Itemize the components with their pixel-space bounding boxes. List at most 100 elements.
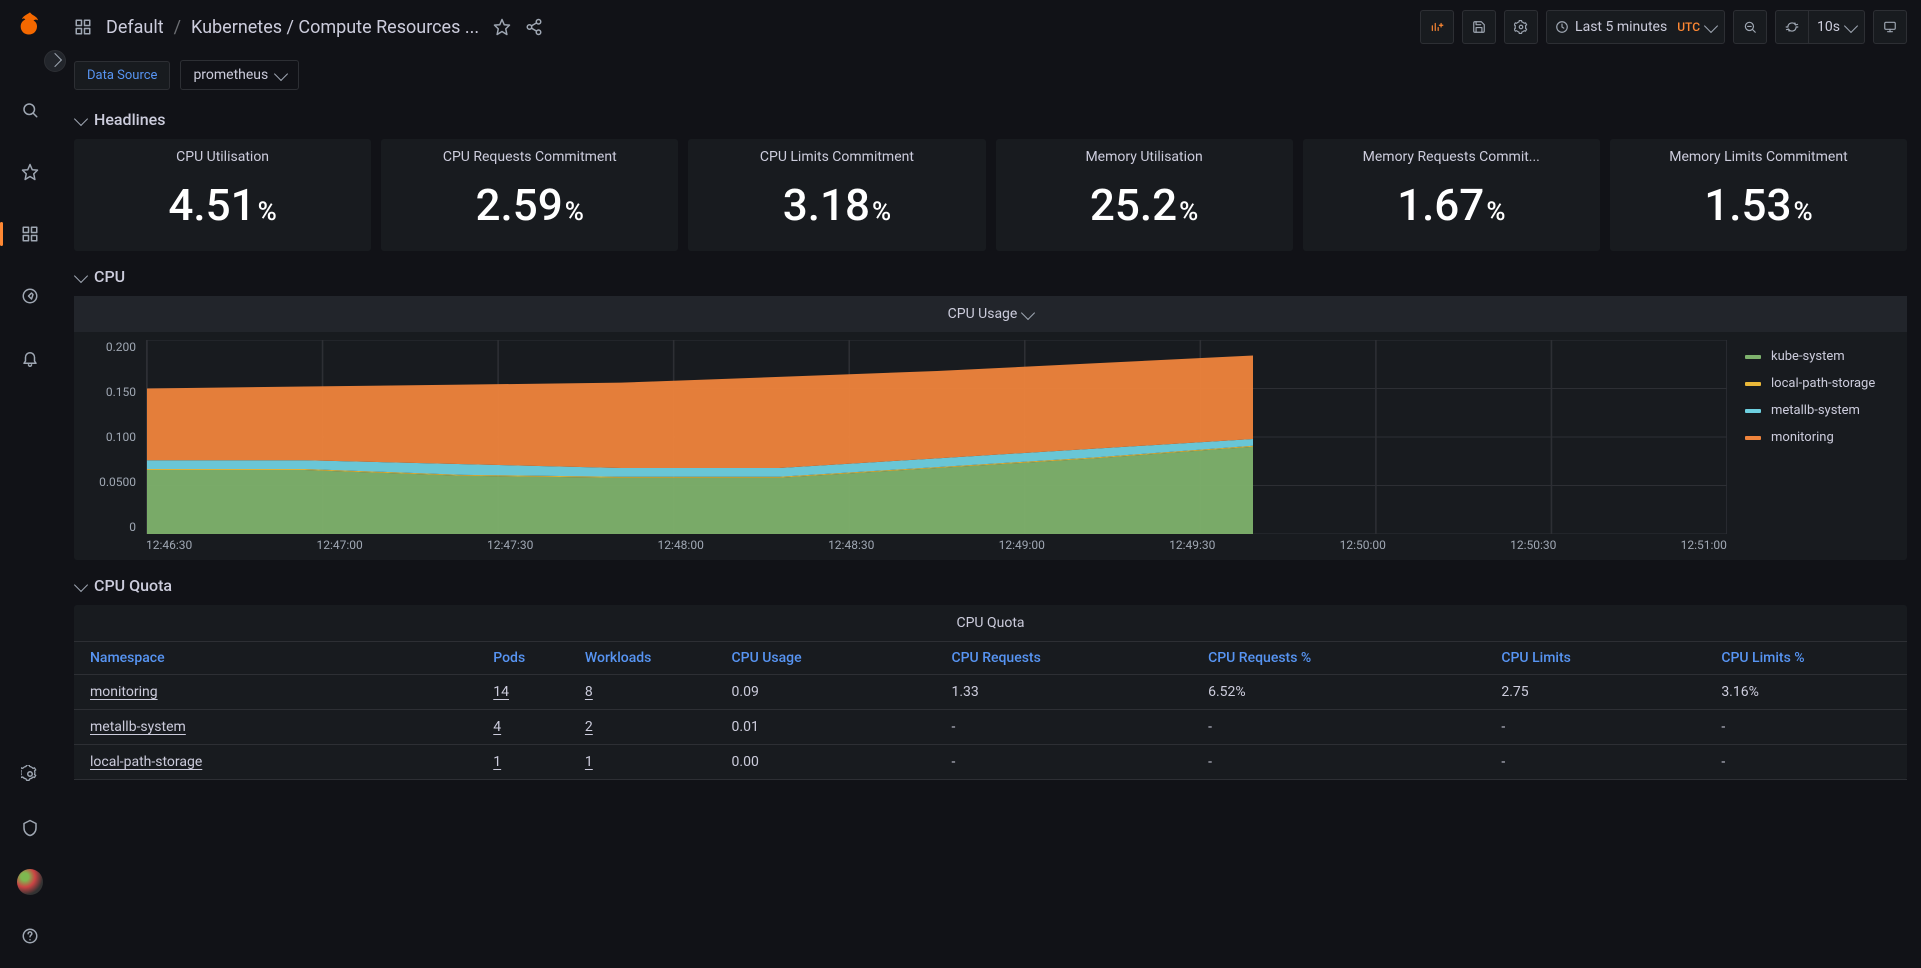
stat-title: CPU Limits Commitment xyxy=(760,149,914,165)
row-cpu-quota-toggle[interactable]: CPU Quota xyxy=(76,576,1907,595)
cpu-usage-title: CPU Usage xyxy=(948,306,1018,322)
table-cell: - xyxy=(935,745,1192,780)
stat-panel[interactable]: Memory Utilisation 25.2% xyxy=(996,139,1293,251)
explore-icon[interactable] xyxy=(12,278,48,314)
stat-panel[interactable]: CPU Requests Commitment 2.59% xyxy=(381,139,678,251)
cpu-quota-panel: CPU Quota NamespacePodsWorkloadsCPU Usag… xyxy=(74,605,1907,780)
breadcrumb-title[interactable]: Kubernetes / Compute Resources ... xyxy=(191,17,479,38)
headlines-panels: CPU Utilisation 4.51% CPU Requests Commi… xyxy=(74,139,1907,251)
table-cell[interactable]: 1 xyxy=(569,745,716,780)
view-mode-button[interactable] xyxy=(1873,10,1907,44)
stat-value: 25.2% xyxy=(1090,179,1198,231)
refresh-interval-picker[interactable]: 10s xyxy=(1809,10,1865,44)
legend-label: kube-system xyxy=(1771,349,1845,364)
settings-button[interactable] xyxy=(1504,10,1538,44)
table-header[interactable]: CPU Requests % xyxy=(1192,642,1485,675)
table-cell: 0.01 xyxy=(716,710,936,745)
star-icon[interactable] xyxy=(493,18,511,36)
table-header[interactable]: CPU Limits % xyxy=(1705,642,1907,675)
dashboards-icon[interactable] xyxy=(12,216,48,252)
starred-icon[interactable] xyxy=(12,154,48,190)
legend-label: monitoring xyxy=(1771,430,1834,445)
stat-value: 1.53% xyxy=(1704,179,1812,231)
table-cell: 0.00 xyxy=(716,745,936,780)
table-cell: 3.16% xyxy=(1705,675,1907,710)
table-header[interactable]: Workloads xyxy=(569,642,716,675)
var-datasource-select[interactable]: prometheus xyxy=(180,60,299,90)
var-datasource-label: Data Source xyxy=(74,61,170,90)
table-header[interactable]: Namespace xyxy=(74,642,477,675)
time-range-picker[interactable]: Last 5 minutes UTC xyxy=(1546,10,1725,44)
table-cell: - xyxy=(1192,710,1485,745)
share-icon[interactable] xyxy=(525,18,543,36)
stat-panel[interactable]: CPU Utilisation 4.51% xyxy=(74,139,371,251)
table-header[interactable]: Pods xyxy=(477,642,569,675)
cpu-usage-header[interactable]: CPU Usage xyxy=(74,296,1907,332)
table-header[interactable]: CPU Requests xyxy=(935,642,1192,675)
row-cpu-label: CPU xyxy=(94,267,125,286)
table-cell: 2.75 xyxy=(1485,675,1705,710)
stat-value: 2.59% xyxy=(476,179,584,231)
stat-panel[interactable]: Memory Limits Commitment 1.53% xyxy=(1610,139,1907,251)
legend-item[interactable]: local-path-storage xyxy=(1741,373,1889,394)
search-icon[interactable] xyxy=(12,92,48,128)
legend-item[interactable]: kube-system xyxy=(1741,346,1889,367)
table-cell: - xyxy=(1705,710,1907,745)
stat-title: Memory Utilisation xyxy=(1085,149,1202,165)
stat-title: CPU Requests Commitment xyxy=(443,149,617,165)
table-cell[interactable]: monitoring xyxy=(74,675,477,710)
table-cell: - xyxy=(1192,745,1485,780)
table-cell: - xyxy=(935,710,1192,745)
legend-item[interactable]: monitoring xyxy=(1741,427,1889,448)
table-header[interactable]: CPU Usage xyxy=(716,642,936,675)
legend-swatch xyxy=(1745,382,1761,386)
cpu-usage-panel: CPU Usage 0.2000.1500.1000.05000 12:46:3… xyxy=(74,296,1907,560)
breadcrumb-sep: / xyxy=(174,17,181,38)
zoom-out-button[interactable] xyxy=(1733,10,1767,44)
table-cell: - xyxy=(1485,710,1705,745)
save-button[interactable] xyxy=(1462,10,1496,44)
stat-title: CPU Utilisation xyxy=(176,149,269,165)
table-cell[interactable]: 1 xyxy=(477,745,569,780)
table-cell[interactable]: 8 xyxy=(569,675,716,710)
cpu-quota-title: CPU Quota xyxy=(74,605,1907,641)
refresh-button[interactable] xyxy=(1775,10,1809,44)
table-cell[interactable]: 2 xyxy=(569,710,716,745)
legend-label: metallb-system xyxy=(1771,403,1860,418)
legend-swatch xyxy=(1745,409,1761,413)
stat-value: 1.67% xyxy=(1397,179,1505,231)
table-cell[interactable]: 4 xyxy=(477,710,569,745)
variable-bar: Data Source prometheus xyxy=(60,54,1921,104)
legend-item[interactable]: metallb-system xyxy=(1741,400,1889,421)
table-row: local-path-storage110.00---- xyxy=(74,745,1907,780)
table-cell: 1.33 xyxy=(935,675,1192,710)
var-datasource-value: prometheus xyxy=(193,67,268,83)
refresh-interval-label: 10s xyxy=(1817,19,1840,35)
table-cell[interactable]: metallb-system xyxy=(74,710,477,745)
stat-panel[interactable]: Memory Requests Commit... 1.67% xyxy=(1303,139,1600,251)
table-cell[interactable]: local-path-storage xyxy=(74,745,477,780)
stat-panel[interactable]: CPU Limits Commitment 3.18% xyxy=(688,139,985,251)
stat-value: 3.18% xyxy=(783,179,891,231)
sidebar-expand-button[interactable] xyxy=(44,50,66,72)
chart-plot[interactable] xyxy=(146,340,1727,534)
configuration-icon[interactable] xyxy=(12,756,48,792)
grafana-logo[interactable] xyxy=(14,8,46,40)
alerting-icon[interactable] xyxy=(12,340,48,376)
time-tz-label: UTC xyxy=(1677,20,1700,34)
server-admin-icon[interactable] xyxy=(12,810,48,846)
breadcrumb-folder[interactable]: Default xyxy=(106,17,164,38)
table-cell: - xyxy=(1705,745,1907,780)
dashboard-nav-icon[interactable] xyxy=(74,18,92,36)
table-cell[interactable]: 14 xyxy=(477,675,569,710)
table-header[interactable]: CPU Limits xyxy=(1485,642,1705,675)
table-row: metallb-system420.01---- xyxy=(74,710,1907,745)
add-panel-button[interactable] xyxy=(1420,10,1454,44)
stat-value: 4.51% xyxy=(168,179,276,231)
row-cpu-toggle[interactable]: CPU xyxy=(76,267,1907,286)
row-headlines-toggle[interactable]: Headlines xyxy=(76,110,1907,129)
help-icon[interactable] xyxy=(12,918,48,954)
row-cpu-quota-label: CPU Quota xyxy=(94,576,172,595)
user-avatar[interactable] xyxy=(12,864,48,900)
table-row: monitoring1480.091.336.52%2.753.16% xyxy=(74,675,1907,710)
